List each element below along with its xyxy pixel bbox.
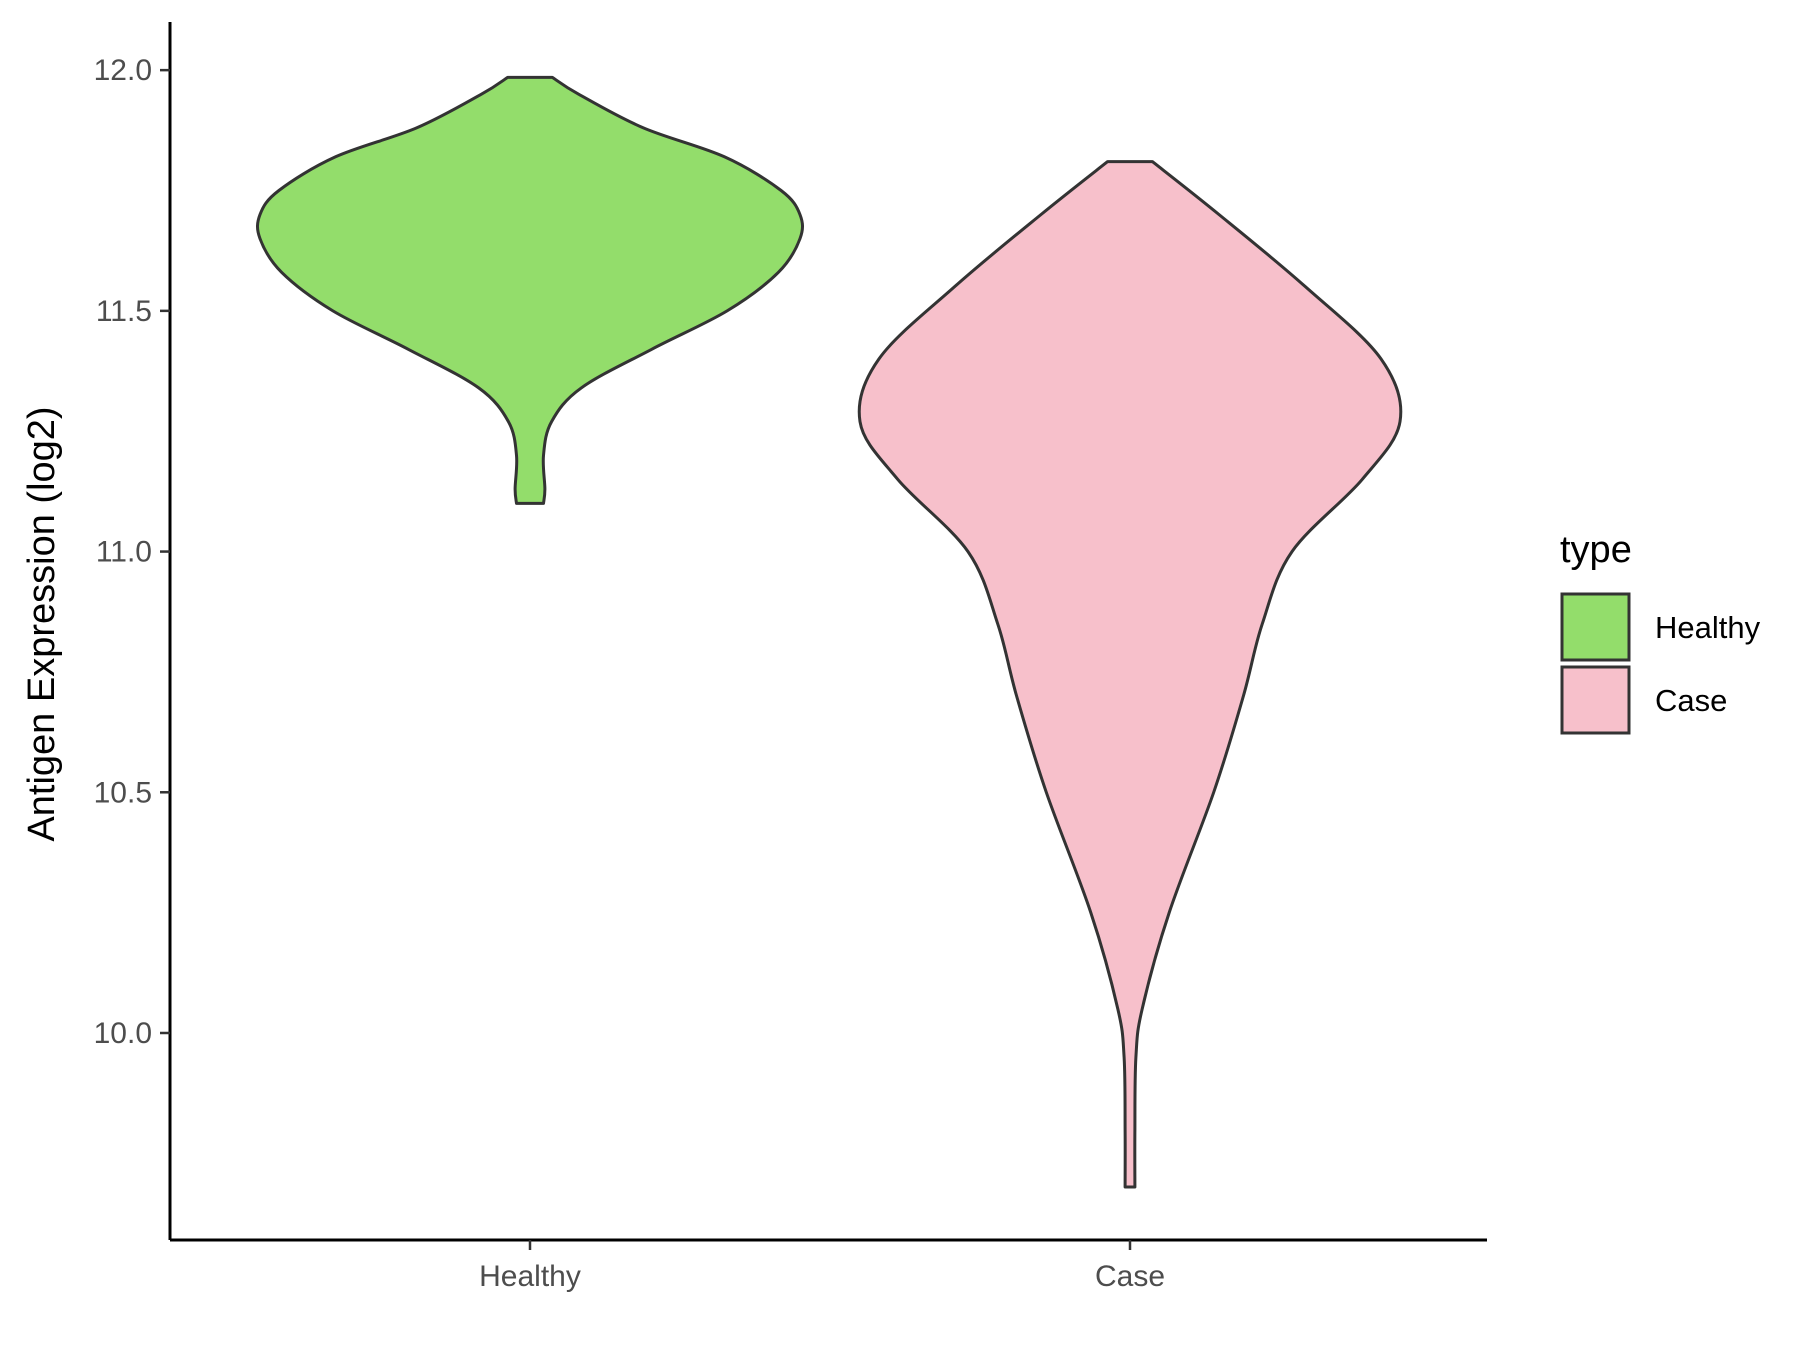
legend-label-healthy: Healthy [1655,610,1761,645]
legend-label-case: Case [1655,683,1727,718]
violin-layer [255,75,1403,1189]
x-tick-label: Case [1095,1260,1165,1293]
y-tick-label: 11.5 [96,295,152,328]
y-tick-label: 11.0 [96,536,152,569]
legend: type Healthy Case [1560,529,1761,735]
y-tick-label: 10.5 [94,776,152,809]
legend-title: type [1560,529,1632,571]
legend-swatch-healthy [1560,592,1631,662]
axes: 10.0 10.5 11.0 11.5 12.0 Healthy Case [94,22,1487,1293]
x-tick-label: Healthy [479,1260,581,1293]
y-tick-label: 12.0 [94,54,152,87]
legend-swatch-case [1560,665,1631,735]
violin-healthy [255,75,805,505]
violin-case [857,160,1403,1189]
y-tick-label: 10.0 [94,1017,152,1050]
y-axis-title: Antigen Expression (log2) [21,406,63,841]
